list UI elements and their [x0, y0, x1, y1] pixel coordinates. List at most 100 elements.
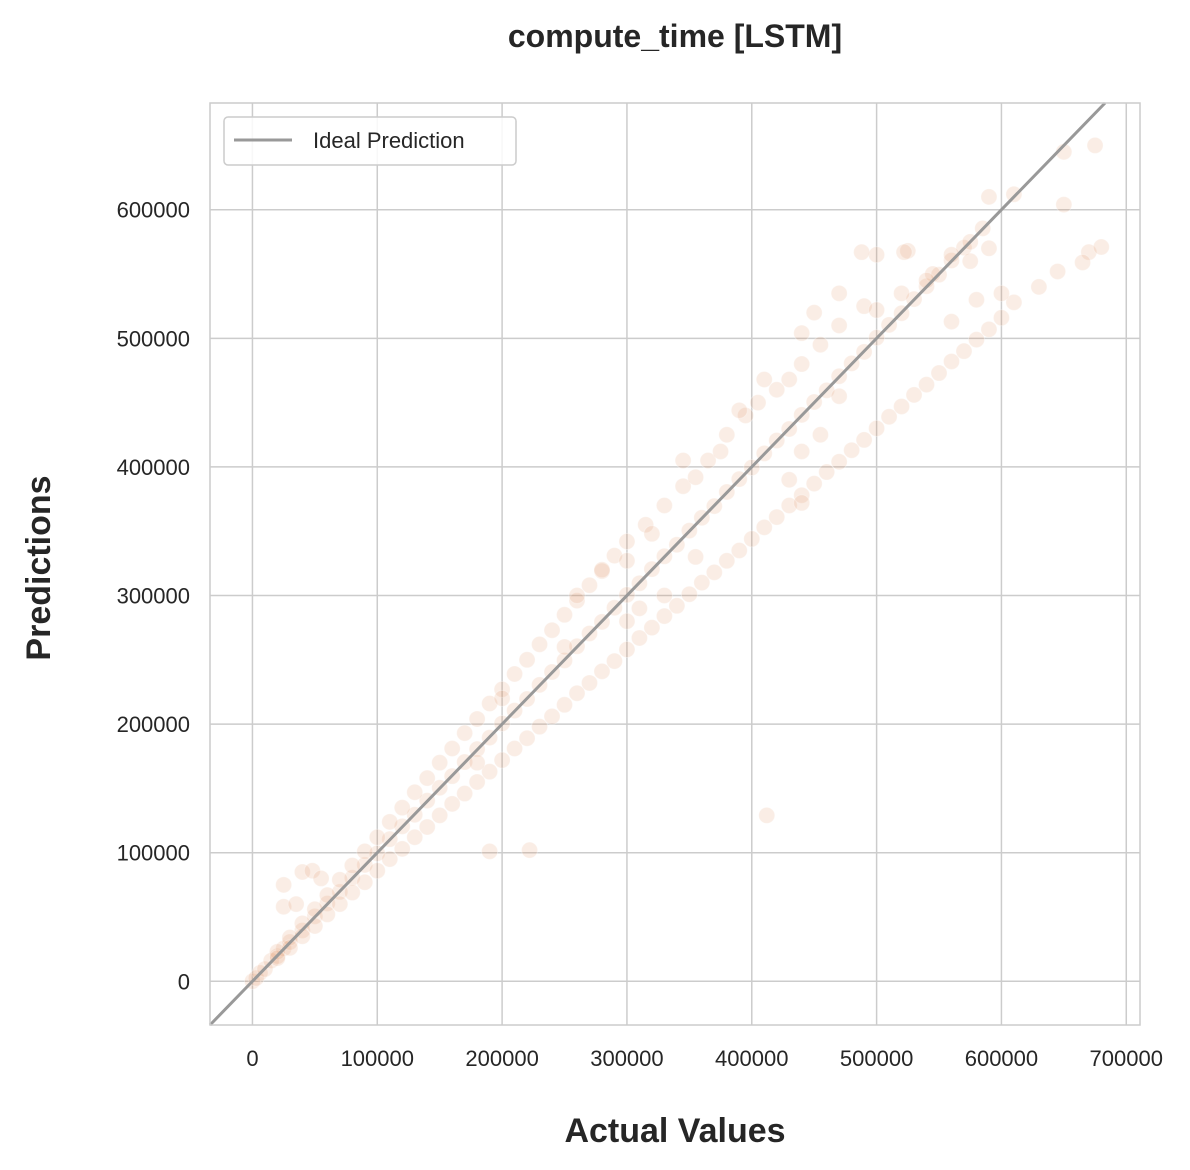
- scatter-point: [593, 662, 611, 680]
- scatter-point: [768, 508, 786, 526]
- scatter-point: [418, 769, 436, 787]
- x-axis-label: Actual Values: [564, 1112, 785, 1150]
- scatter-point: [312, 869, 330, 887]
- ideal-prediction-line: [208, 101, 1107, 1027]
- scatter-point: [780, 370, 798, 388]
- scatter-point: [568, 587, 586, 605]
- scatter-point: [580, 674, 598, 692]
- scatter-point: [780, 496, 798, 514]
- scatter-point: [943, 313, 961, 331]
- scatter-point: [393, 840, 411, 858]
- x-tick-label: 400000: [715, 1046, 788, 1071]
- scatter-point: [356, 873, 374, 891]
- scatter-point: [905, 386, 923, 404]
- scatter-point: [356, 842, 374, 860]
- scatter-point: [481, 763, 499, 781]
- scatter-point: [893, 397, 911, 415]
- scatter-point: [593, 561, 611, 579]
- scatter-point: [943, 352, 961, 370]
- scatter-point: [737, 406, 755, 424]
- scatter-point: [811, 426, 829, 444]
- scatter-point: [655, 587, 673, 605]
- scatter-point: [1055, 196, 1073, 214]
- scatter-point: [793, 324, 811, 342]
- scatter-point: [521, 841, 539, 859]
- scatter-point: [506, 740, 524, 758]
- scatter-point: [368, 862, 386, 880]
- scatter-point: [618, 641, 636, 659]
- scatter-point: [880, 408, 898, 426]
- scatter-point: [918, 376, 936, 394]
- legend: Ideal Prediction: [223, 116, 517, 166]
- scatter-point: [768, 381, 786, 399]
- scatter-point: [543, 621, 561, 639]
- scatter-point: [268, 949, 286, 967]
- scatter-point: [443, 740, 461, 758]
- scatter-point: [1005, 185, 1023, 203]
- y-tick-label: 100000: [117, 841, 190, 866]
- scatter-point: [730, 541, 748, 559]
- scatter-point: [468, 773, 486, 791]
- scatter-point: [1030, 278, 1048, 296]
- x-tick-label: 0: [246, 1046, 258, 1071]
- scatter-point: [793, 442, 811, 460]
- scatter-point: [805, 304, 823, 322]
- scatter-point: [853, 243, 871, 261]
- scatter-point: [1049, 262, 1067, 280]
- scatter-point: [674, 451, 692, 469]
- y-tick-label: 400000: [117, 455, 190, 480]
- scatter-point: [967, 291, 985, 309]
- scatter-point: [443, 795, 461, 813]
- grid-lines: [210, 103, 1140, 1025]
- scatter-point: [556, 696, 574, 714]
- y-tick-labels: 0 100000 200000 300000 400000 500000 600000: [117, 198, 190, 995]
- scatter-point: [855, 297, 873, 315]
- scatter-point: [605, 652, 623, 670]
- scatter-point: [1092, 238, 1110, 256]
- scatter-point: [287, 895, 305, 913]
- scatter-point: [793, 486, 811, 504]
- scatter-point: [643, 525, 661, 543]
- scatter-point: [687, 468, 705, 486]
- scatter-point: [618, 612, 636, 630]
- scatter-point: [518, 729, 536, 747]
- scatter-point: [493, 751, 511, 769]
- scatter-point: [630, 599, 648, 617]
- scatter-point: [605, 547, 623, 565]
- scatter-point: [568, 592, 586, 610]
- scatter-point: [780, 471, 798, 489]
- scatter-point: [618, 552, 636, 570]
- x-tick-label: 200000: [465, 1046, 538, 1071]
- x-tick-label: 600000: [965, 1046, 1038, 1071]
- scatter-point: [755, 518, 773, 536]
- scatter-point: [393, 799, 411, 817]
- scatter-point: [381, 850, 399, 868]
- scatter-point: [418, 818, 436, 836]
- ideal-prediction-segment: [208, 101, 1107, 1027]
- scatter-point: [793, 494, 811, 512]
- scatter-point: [518, 651, 536, 669]
- scatter-point: [668, 597, 686, 615]
- y-tick-label: 300000: [117, 584, 190, 609]
- x-tick-label: 500000: [840, 1046, 913, 1071]
- scatter-point: [961, 252, 979, 270]
- scatter-point: [556, 606, 574, 624]
- scatter-point: [556, 638, 574, 656]
- scatter-point: [481, 842, 499, 860]
- scatter-point: [306, 917, 324, 935]
- y-tick-label: 200000: [117, 712, 190, 737]
- scatter-point: [955, 342, 973, 360]
- x-tick-labels: 0 100000 200000 300000 400000 500000 600000 700…: [246, 1046, 1163, 1071]
- scatter-point: [368, 828, 386, 846]
- scatter-point: [568, 684, 586, 702]
- scatter-point: [743, 530, 761, 548]
- scatter-point: [543, 707, 561, 725]
- scatter-point: [893, 284, 911, 302]
- scatter-point: [406, 828, 424, 846]
- scatter-point: [811, 336, 829, 354]
- scatter-point: [293, 863, 311, 881]
- scatter-point: [456, 785, 474, 803]
- scatter-point: [303, 862, 321, 880]
- scatter-point: [967, 331, 985, 349]
- scatter-point: [895, 243, 913, 261]
